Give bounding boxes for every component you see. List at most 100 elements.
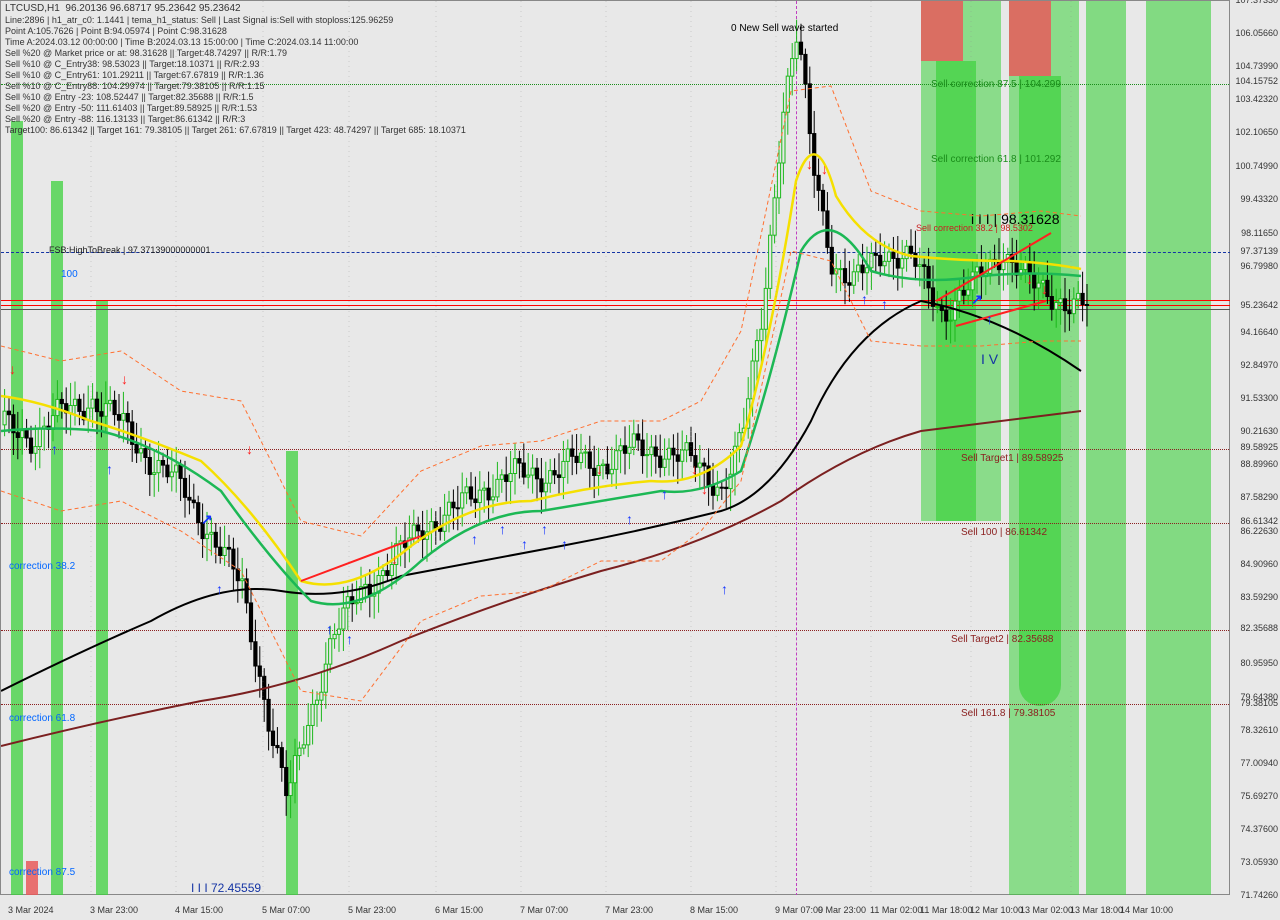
arrow-up-icon: ↑	[661, 486, 668, 502]
arrow-down-icon: ↓	[1026, 271, 1033, 287]
y-tick: 89.58925	[1240, 442, 1278, 452]
x-tick: 7 Mar 07:00	[520, 905, 568, 915]
y-tick: 94.16640	[1240, 327, 1278, 337]
x-tick: 13 Mar 18:00	[1070, 905, 1123, 915]
arrow-down-icon: ↓	[691, 461, 698, 477]
info-line: Sell %20 @ Market price or at: 98.31628 …	[5, 48, 287, 58]
x-tick: 9 Mar 23:00	[818, 905, 866, 915]
y-tick: 92.84970	[1240, 360, 1278, 370]
y-tick: 106.05660	[1235, 28, 1278, 38]
x-tick: 6 Mar 15:00	[435, 905, 483, 915]
label-corr-382l: correction 38.2	[9, 561, 75, 572]
x-grid	[1, 1, 1231, 896]
label-fsb: FSB:HighToBreak | 97.37139000000001	[49, 245, 210, 255]
arrow-up-icon: ↑	[471, 531, 478, 547]
x-tick: 11 Mar 02:00	[870, 905, 922, 915]
arrow-up-icon: ↑	[881, 296, 888, 312]
x-tick: 4 Mar 15:00	[175, 905, 223, 915]
arrow-up-icon: ↑	[626, 511, 633, 527]
arrow-up-icon: ↑	[346, 631, 353, 647]
y-tick: 96.79980	[1240, 261, 1278, 271]
arrow-down-icon: ↓	[1041, 281, 1048, 297]
info-line: Line:2896 | h1_atr_c0: 1.1441 | tema_h1_…	[5, 15, 393, 25]
y-tick: 71.74260	[1240, 890, 1278, 900]
y-tick: 102.10650	[1235, 127, 1278, 137]
chart-container: MARKETZ|TRADE Sell correction 87.5 | 104	[0, 0, 1280, 920]
x-tick: 8 Mar 15:00	[690, 905, 738, 915]
y-tick: 100.74990	[1235, 161, 1278, 171]
info-line: Sell %20 @ Entry -50: 111.61403 || Targe…	[5, 103, 257, 113]
arrow-down-icon: ↓	[596, 461, 603, 477]
x-tick: 13 Mar 02:00	[1020, 905, 1073, 915]
y-tick: 104.15752	[1235, 76, 1278, 86]
info-line: Time A:2024.03.12 00:00:00 | Time B:2024…	[5, 37, 358, 47]
y-tick: 77.00940	[1240, 758, 1278, 768]
x-tick: 3 Mar 2024	[8, 905, 54, 915]
arrow-down-icon: ↓	[246, 441, 253, 457]
y-tick: 86.22630	[1240, 526, 1278, 536]
y-tick: 78.32610	[1240, 725, 1278, 735]
x-tick: 5 Mar 07:00	[262, 905, 310, 915]
y-tick: 97.37139	[1240, 246, 1278, 256]
label-iv: I V	[981, 351, 998, 367]
x-tick: 7 Mar 23:00	[605, 905, 653, 915]
y-tick: 80.95950	[1240, 658, 1278, 668]
info-line: Sell %10 @ C_Entry38: 98.53023 || Target…	[5, 59, 259, 69]
arrow-down-icon: ↓	[821, 161, 828, 177]
label-iii: I I I 72.45559	[191, 881, 261, 895]
arrow-up-icon: ↑	[51, 441, 58, 457]
y-tick: 88.89960	[1240, 459, 1278, 469]
y-tick: 87.58290	[1240, 492, 1278, 502]
label-100: 100	[61, 269, 78, 280]
y-tick: 84.90960	[1240, 559, 1278, 569]
x-tick: 9 Mar 07:00	[775, 905, 823, 915]
arrow-down-icon: ↓	[391, 551, 398, 567]
label-signal: 0 New Sell wave started	[731, 23, 838, 34]
arrow-up-icon: ↑	[326, 621, 333, 637]
info-line: Point A:105.7626 | Point B:94.05974 | Po…	[5, 26, 227, 36]
y-tick: 103.42320	[1235, 94, 1278, 104]
chart-title: LTCUSD,H1 96.20136 96.68717 95.23642 95.…	[5, 3, 241, 14]
arrow-down-icon: ↓	[701, 481, 708, 497]
y-tick: 90.21630	[1240, 426, 1278, 436]
y-tick: 73.05930	[1240, 857, 1278, 867]
arrow-down-icon: ↓	[806, 156, 813, 172]
arrow-up-icon: ↑	[499, 521, 506, 537]
y-tick: 79.38105	[1240, 698, 1278, 708]
y-tick: 91.53300	[1240, 393, 1278, 403]
y-tick: 83.59290	[1240, 592, 1278, 602]
x-tick: 5 Mar 23:00	[348, 905, 396, 915]
arrow-up-icon: ↑	[521, 536, 528, 552]
arrow-down-icon: ↓	[9, 361, 16, 377]
arrow-up-icon: ↑	[541, 521, 548, 537]
y-tick: 86.61342	[1240, 516, 1278, 526]
x-tick: 12 Mar 10:00	[970, 905, 1023, 915]
chart-area[interactable]: Sell correction 87.5 | 104.299 Sell corr…	[0, 0, 1230, 895]
y-tick: 98.11650	[1241, 228, 1278, 238]
x-axis: 3 Mar 2024 3 Mar 23:00 4 Mar 15:00 5 Mar 07…	[0, 895, 1230, 920]
arrow-up-icon: ↑	[861, 291, 868, 307]
info-line: Sell %10 @ C_Entry88: 104.29974 || Targe…	[5, 81, 264, 91]
y-tick: 99.43320	[1240, 194, 1278, 204]
arrow-down-icon: ↓	[121, 371, 128, 387]
label-corr-618l: correction 61.8	[9, 713, 75, 724]
info-line: Sell %10 @ C_Entry61: 101.29211 || Targe…	[5, 70, 264, 80]
y-tick: 74.37600	[1240, 824, 1278, 834]
arrow-upright-icon: ↗	[201, 511, 213, 528]
y-tick: 95.23642	[1240, 300, 1278, 310]
y-tick: 82.35688	[1240, 623, 1278, 633]
arrow-upright-icon: ↗	[971, 291, 983, 308]
arrow-up-icon: ↑	[986, 311, 993, 327]
info-line: Sell %20 @ Entry -88: 116.13133 || Targe…	[5, 114, 245, 124]
x-tick: 3 Mar 23:00	[90, 905, 138, 915]
info-line: Target100: 86.61342 || Target 161: 79.38…	[5, 125, 466, 135]
arrow-up-icon: ↑	[561, 536, 568, 552]
x-tick: 14 Mar 10:00	[1120, 905, 1173, 915]
info-line: Sell %10 @ Entry -23: 108.52447 || Targe…	[5, 92, 253, 102]
arrow-up-icon: ↑	[106, 461, 113, 477]
arrow-up-icon: ↑	[216, 581, 223, 597]
x-tick: 11 Mar 18:00	[920, 905, 972, 915]
y-tick: 104.73990	[1235, 61, 1278, 71]
arrow-up-icon: ↑	[721, 581, 728, 597]
y-tick: 107.37330	[1235, 0, 1278, 5]
